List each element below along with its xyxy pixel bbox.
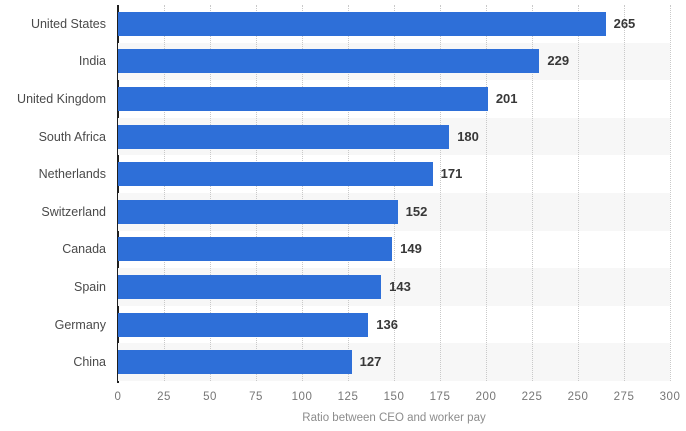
bar-switzerland <box>118 199 398 224</box>
gridline <box>624 5 625 381</box>
x-tick-label: 125 <box>337 391 359 403</box>
category-label: Spain <box>74 280 106 294</box>
bar-germany <box>118 312 369 337</box>
category-label: South Africa <box>38 129 106 144</box>
value-label: 149 <box>400 241 422 257</box>
value-label: 265 <box>613 15 636 31</box>
bar-spain <box>118 275 382 299</box>
gridline <box>348 5 349 381</box>
bar-netherlands <box>118 162 433 187</box>
category-label: Germany <box>54 317 106 332</box>
value-label: 143 <box>389 279 411 294</box>
x-tick-label: 250 <box>567 391 589 403</box>
x-tick-label: 150 <box>383 391 405 403</box>
gridline <box>302 5 303 381</box>
value-label: 171 <box>440 166 463 182</box>
bar-china <box>118 350 352 375</box>
x-tick-label: 275 <box>613 391 635 403</box>
value-label: 136 <box>376 316 398 332</box>
gridline <box>440 5 441 381</box>
category-label: United States <box>30 16 106 31</box>
x-tick-label: 100 <box>291 391 313 403</box>
x-tick-label: 225 <box>521 391 543 403</box>
bar-south-africa <box>118 124 450 149</box>
value-label: 229 <box>547 53 570 69</box>
x-tick-label: 25 <box>157 391 171 403</box>
x-tick-label: 200 <box>475 391 497 403</box>
category-label: China <box>73 355 106 370</box>
bar-india <box>118 49 540 74</box>
gridline <box>394 5 395 381</box>
value-label: 201 <box>495 91 518 106</box>
category-label: Switzerland <box>41 204 106 219</box>
gridline <box>532 5 533 381</box>
gridline <box>670 5 671 381</box>
x-tick-label: 300 <box>659 391 681 403</box>
category-label: Canada <box>62 242 106 257</box>
gridline <box>164 5 165 381</box>
bar-united-states <box>118 11 606 36</box>
bar-canada <box>118 237 393 262</box>
x-tick-label: 75 <box>249 391 263 403</box>
x-tick-label: 0 <box>114 391 122 403</box>
value-label: 180 <box>457 128 479 144</box>
category-label: India <box>78 54 106 69</box>
bar-united-kingdom <box>118 87 488 111</box>
value-label: 127 <box>359 354 382 370</box>
x-axis-title: Ratio between CEO and worker pay <box>302 412 486 424</box>
category-label: Netherlands <box>38 167 106 182</box>
x-tick-label: 175 <box>429 391 451 403</box>
gridline <box>210 5 211 381</box>
gridline <box>486 5 487 381</box>
gridline <box>578 5 579 381</box>
value-label: 152 <box>405 203 428 219</box>
category-label: United Kingdom <box>17 92 106 106</box>
x-tick-label: 50 <box>203 391 217 403</box>
plot-area: 265 229 201 180 171 152 149 143 136 127 <box>118 5 671 381</box>
gridline <box>256 5 257 381</box>
